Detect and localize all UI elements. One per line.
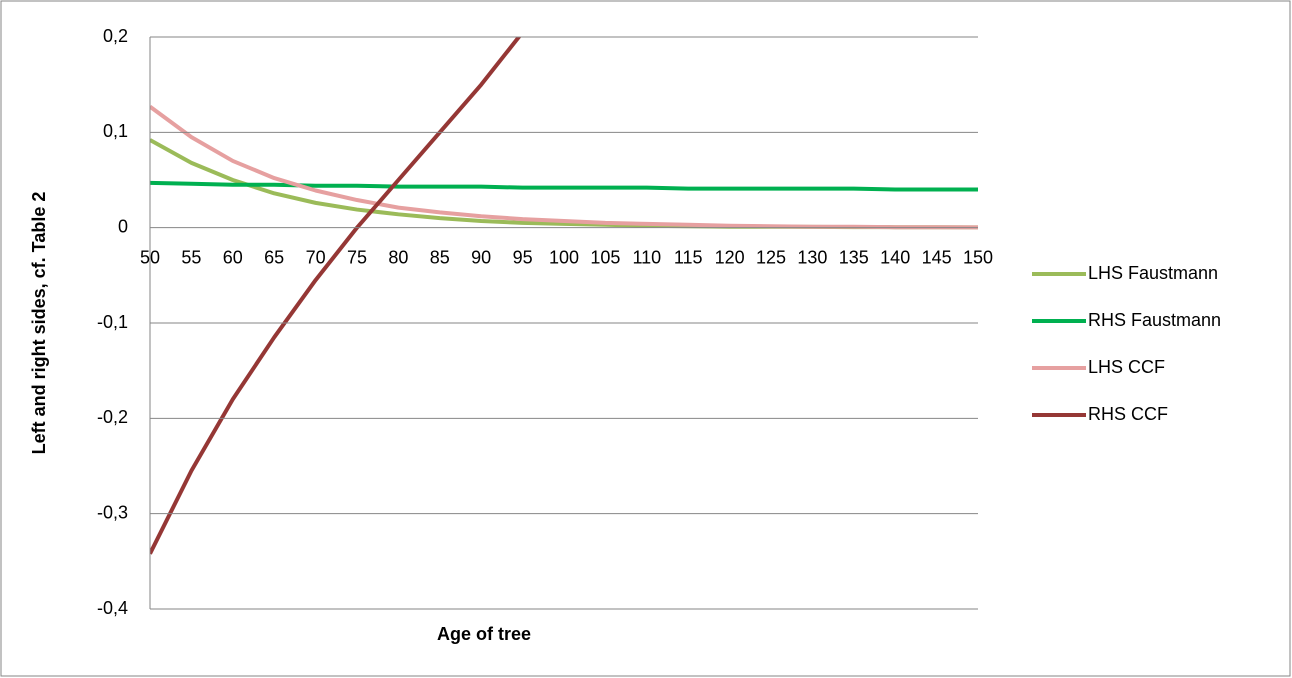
legend-label: RHS Faustmann	[1088, 310, 1221, 330]
y-tick-label: -0,3	[97, 502, 128, 522]
x-tick-label: 150	[963, 247, 993, 267]
series-line	[150, 180, 978, 192]
x-tick-label: 65	[264, 247, 284, 267]
x-tick-label: 135	[839, 247, 869, 267]
x-tick-label: 145	[922, 247, 952, 267]
y-tick-label: -0,2	[97, 407, 128, 427]
x-axis-title: Age of tree	[437, 624, 531, 644]
y-tick-label: 0,2	[103, 26, 128, 46]
y-tick-label: 0,1	[103, 121, 128, 141]
x-tick-label: 130	[797, 247, 827, 267]
x-tick-label: 55	[181, 247, 201, 267]
x-tick-label: 85	[430, 247, 450, 267]
x-tick-label: 105	[590, 247, 620, 267]
x-tick-label: 70	[306, 247, 326, 267]
x-tick-label: 120	[715, 247, 745, 267]
x-tick-label: 100	[549, 247, 579, 267]
y-tick-label: 0	[118, 216, 128, 236]
plot-area	[150, 37, 978, 555]
series-line	[150, 37, 522, 555]
x-tick-label: 140	[880, 247, 910, 267]
x-tick-label: 90	[471, 247, 491, 267]
x-tick-label: 60	[223, 247, 243, 267]
legend-label: RHS CCF	[1088, 404, 1168, 424]
series-line	[150, 104, 978, 230]
x-tick-label: 75	[347, 247, 367, 267]
x-tick-label: 95	[513, 247, 533, 267]
x-tick-label: 50	[140, 247, 160, 267]
legend-label: LHS Faustmann	[1088, 263, 1218, 283]
legend-label: LHS CCF	[1088, 357, 1165, 377]
y-axis-title: Left and right sides, cf. Table 2	[29, 192, 49, 455]
y-tick-label: -0,4	[97, 598, 128, 618]
x-tick-label: 115	[674, 247, 703, 267]
x-tick-label: 125	[756, 247, 786, 267]
x-tick-label: 110	[632, 247, 661, 267]
y-tick-label: -0,1	[97, 312, 128, 332]
x-tick-label: 80	[388, 247, 408, 267]
